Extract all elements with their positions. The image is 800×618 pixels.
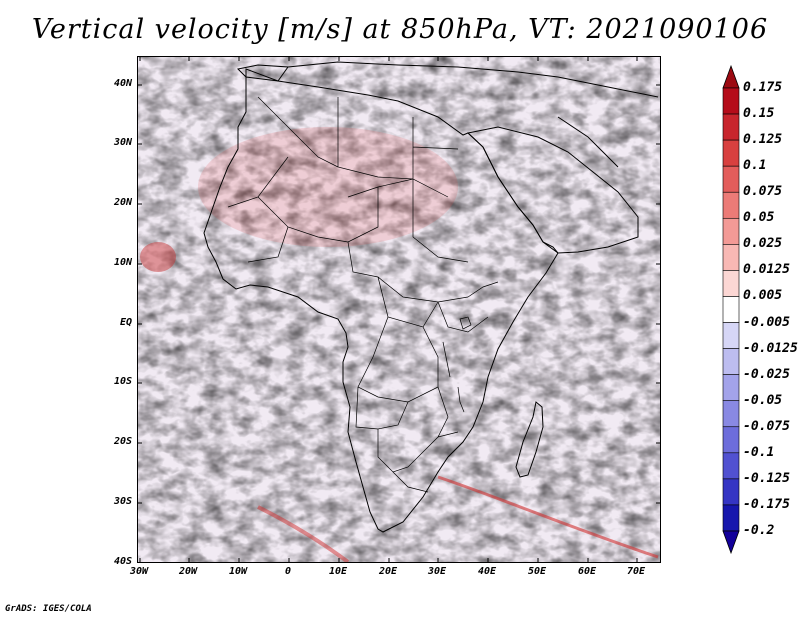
colorbar-swatch xyxy=(722,165,740,193)
colorbar-label: 0.05 xyxy=(743,210,775,226)
lon-label: 10E xyxy=(328,566,348,577)
colorbar-label: 0.15 xyxy=(743,106,775,122)
arabia-coastline xyxy=(466,126,639,254)
lon-label: 70E xyxy=(626,566,646,577)
colorbar-label: -0.005 xyxy=(743,314,790,330)
frontal-band-west xyxy=(257,505,350,562)
colorbar-label: 0.1 xyxy=(743,158,767,174)
madagascar-coastline xyxy=(515,401,544,478)
colorbar-label: 0.005 xyxy=(743,288,783,304)
colorbar-label: 0.075 xyxy=(743,184,783,200)
lon-label: 0 xyxy=(284,566,292,577)
lake-malawi xyxy=(457,386,465,413)
lat-label: 30S xyxy=(113,496,132,507)
sahara-upward-area xyxy=(198,127,458,247)
colorbar-bottom-arrow xyxy=(722,530,740,555)
lat-label: 30N xyxy=(113,137,132,148)
lon-label: 60E xyxy=(577,566,597,577)
lon-label: 10W xyxy=(228,566,248,577)
colorbar-label: -0.05 xyxy=(743,392,783,408)
iberia-coastline xyxy=(236,64,289,82)
colorbar-swatch xyxy=(722,426,740,454)
europe-coastline xyxy=(287,61,659,98)
coastlines xyxy=(203,61,659,533)
persian-gulf xyxy=(557,116,619,168)
colorbar-swatch xyxy=(722,191,740,219)
border-lines-south xyxy=(355,386,459,493)
colorbar-label: -0.075 xyxy=(743,418,790,434)
colorbar-label: -0.1 xyxy=(743,444,775,460)
lon-label: 40E xyxy=(477,566,497,577)
lat-label: EQ xyxy=(119,317,132,328)
lake-victoria xyxy=(459,316,472,330)
colorbar-swatch xyxy=(722,270,740,297)
colorbar-label: 0.175 xyxy=(743,80,783,95)
colorbar-label: -0.175 xyxy=(743,496,790,512)
lon-label: 30E xyxy=(427,566,447,577)
colorbar-swatch xyxy=(722,374,740,402)
lon-label: 20W xyxy=(178,566,198,577)
lake-tanganyika xyxy=(442,341,451,378)
lon-label: 50E xyxy=(527,566,547,577)
colorbar-label: 0.0125 xyxy=(743,262,790,278)
lat-label: 40S xyxy=(113,556,132,567)
colorbar-top-arrow xyxy=(722,64,740,89)
colorbar-label: -0.0125 xyxy=(743,340,798,356)
frontal-band xyxy=(437,475,659,559)
vertical-velocity-field xyxy=(138,57,660,562)
colorbar-swatch xyxy=(722,504,740,532)
colorbar-swatch xyxy=(722,217,740,245)
colorbar-swatch xyxy=(722,296,740,323)
colorbar-swatch xyxy=(722,139,740,167)
colorbar-swatch xyxy=(722,400,740,428)
colorbar-swatch xyxy=(722,322,740,349)
lat-label: 40N xyxy=(113,78,132,89)
colorbar-swatch xyxy=(722,452,740,480)
colorbar-swatch xyxy=(722,244,740,271)
colorbar-swatch xyxy=(722,348,740,375)
colorbar-swatch xyxy=(722,87,740,115)
chart-title: Vertical velocity [m/s] at 850hPa, VT: 2… xyxy=(31,14,769,45)
lat-label: 10S xyxy=(113,376,132,387)
lat-label: 10N xyxy=(113,257,132,268)
country-borders xyxy=(227,96,499,493)
lon-label: 30W xyxy=(129,566,149,577)
grads-credit: GrADS: IGES/COLA xyxy=(5,604,92,614)
colorbar-label: 0.125 xyxy=(743,132,783,148)
colorbar-label: -0.2 xyxy=(743,523,775,538)
colorbar-swatch xyxy=(722,113,740,141)
lat-label: 20N xyxy=(113,197,132,208)
border-lines-central xyxy=(347,241,499,403)
border-lines-north xyxy=(227,96,469,263)
lat-label: 20S xyxy=(113,436,132,447)
axis-ticks xyxy=(138,57,660,562)
map-panel xyxy=(137,56,661,563)
lon-label: 20E xyxy=(378,566,398,577)
tropical-system-marker xyxy=(140,242,176,272)
colorbar-label: 0.025 xyxy=(743,236,783,252)
colorbar-swatch xyxy=(722,478,740,506)
colorbar-label: -0.125 xyxy=(743,470,790,486)
colorbar-label: -0.025 xyxy=(743,366,790,382)
